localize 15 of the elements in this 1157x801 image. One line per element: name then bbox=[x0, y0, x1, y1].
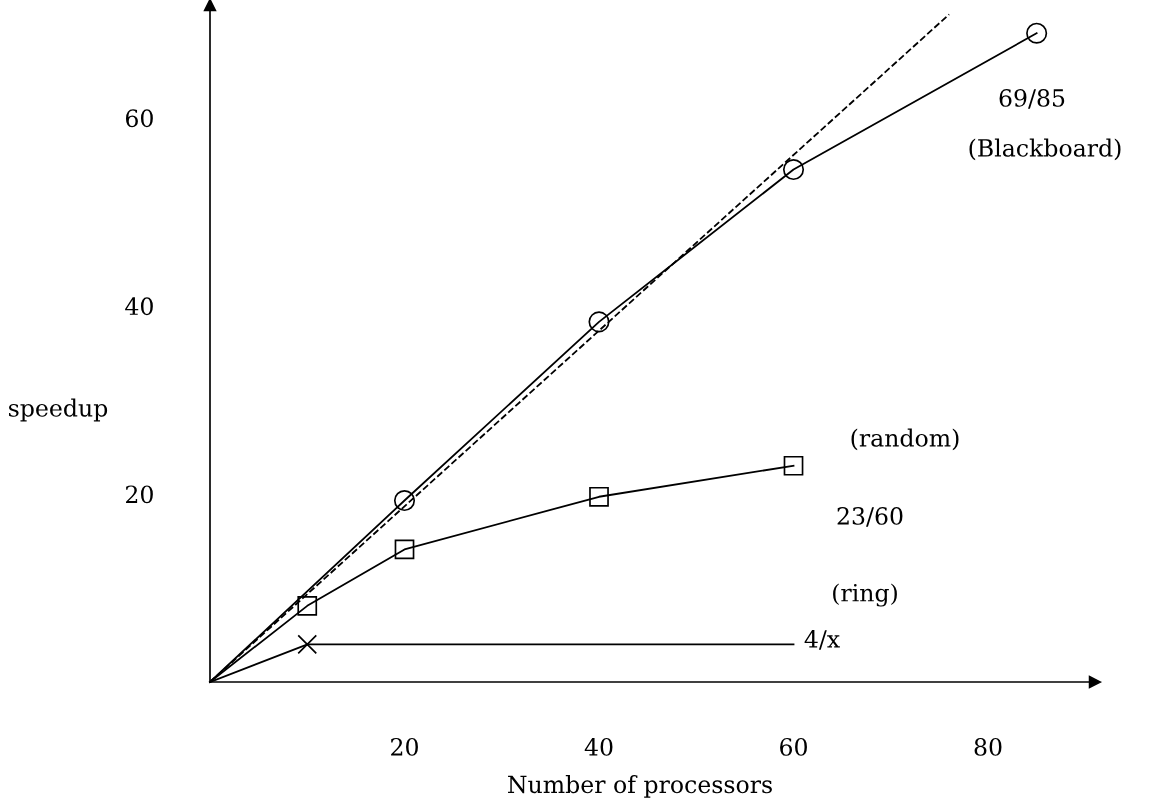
x-axis-title: Number of processors bbox=[508, 775, 772, 798]
annotation: (Blackboard) bbox=[969, 138, 1121, 161]
y-tick-label: 60 bbox=[125, 109, 153, 128]
x-tick-label: 80 bbox=[974, 737, 1002, 756]
annotation: (random) bbox=[851, 428, 959, 451]
y-tick-label: 20 bbox=[126, 485, 153, 504]
y-tick-label: 40 bbox=[125, 297, 153, 316]
annotation: 69/85 bbox=[999, 88, 1065, 109]
annotation: 23/60 bbox=[837, 506, 903, 527]
annotation: 4/x bbox=[804, 629, 840, 650]
annotation: (ring) bbox=[833, 583, 897, 607]
x-tick-label: 60 bbox=[780, 737, 807, 756]
y-axis-title: speedup bbox=[9, 398, 108, 422]
x-tick-label: 20 bbox=[391, 737, 418, 756]
x-tick-label: 40 bbox=[584, 737, 613, 756]
